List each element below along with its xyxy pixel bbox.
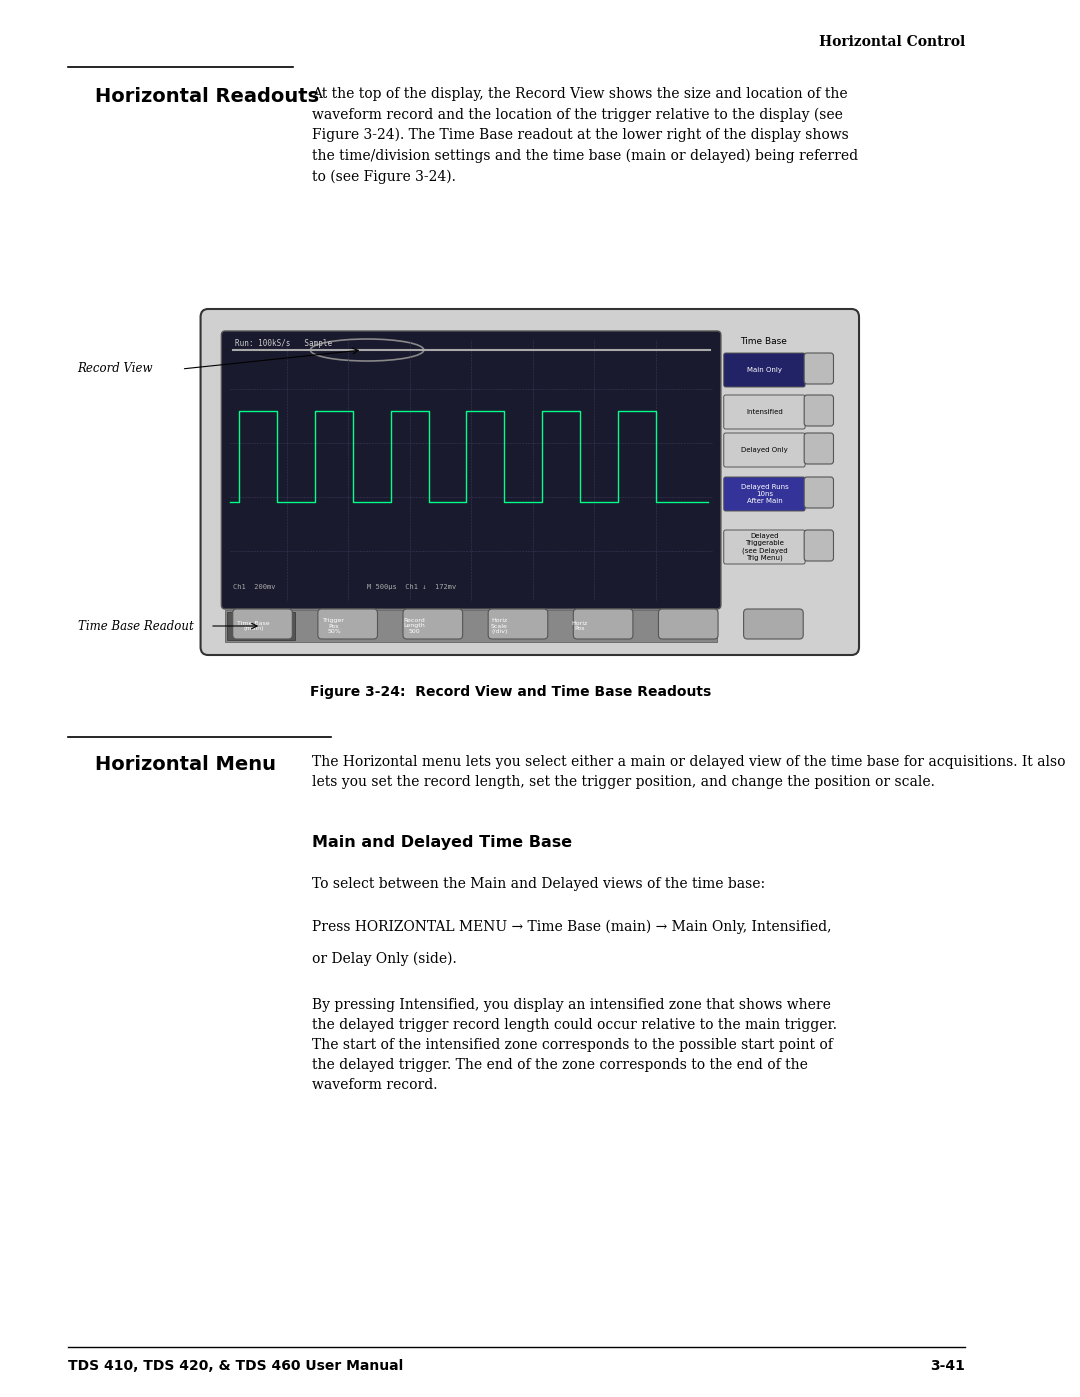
Bar [227, 612, 295, 640]
Text: At the top of the display, the Record View shows the size and location of the
wa: At the top of the display, the Record Vi… [312, 87, 859, 183]
FancyBboxPatch shape [724, 529, 805, 564]
Text: Horizontal Control: Horizontal Control [819, 35, 966, 49]
Text: Trigger
Pos
50%: Trigger Pos 50% [323, 617, 345, 634]
Text: Delayed Only: Delayed Only [741, 447, 787, 453]
FancyBboxPatch shape [201, 309, 859, 655]
FancyBboxPatch shape [805, 529, 834, 562]
Text: Horizontal Readouts: Horizontal Readouts [95, 87, 319, 106]
Text: The Horizontal menu lets you select either a main or delayed view of the time ba: The Horizontal menu lets you select eith… [312, 754, 1066, 789]
FancyBboxPatch shape [232, 609, 293, 638]
Text: Time Base Readout: Time Base Readout [78, 619, 193, 633]
FancyBboxPatch shape [724, 476, 805, 511]
Text: By pressing Intensified, you display an intensified zone that shows where
the de: By pressing Intensified, you display an … [312, 997, 837, 1092]
Text: 3-41: 3-41 [930, 1359, 966, 1373]
Text: Time Base: Time Base [740, 337, 787, 346]
Text: Main and Delayed Time Base: Main and Delayed Time Base [312, 835, 572, 849]
FancyBboxPatch shape [805, 353, 834, 384]
Text: Main Only: Main Only [747, 367, 782, 373]
Text: Run: 100kS/s   Sample: Run: 100kS/s Sample [234, 339, 332, 348]
Text: Ch1  200mv: Ch1 200mv [232, 584, 275, 590]
FancyBboxPatch shape [488, 609, 548, 638]
Text: Figure 3-24:  Record View and Time Base Readouts: Figure 3-24: Record View and Time Base R… [310, 685, 712, 698]
FancyBboxPatch shape [805, 395, 834, 426]
Text: Record
Length
500: Record Length 500 [404, 617, 426, 634]
Text: M 500μs  Ch1 ↓  172mv: M 500μs Ch1 ↓ 172mv [367, 584, 457, 590]
FancyBboxPatch shape [805, 433, 834, 464]
Text: or Delay Only (side).: or Delay Only (side). [312, 951, 457, 967]
Text: Delayed
Triggerable
(see Delayed
Trig Menu): Delayed Triggerable (see Delayed Trig Me… [742, 534, 787, 562]
FancyBboxPatch shape [318, 609, 378, 638]
FancyBboxPatch shape [744, 609, 804, 638]
FancyBboxPatch shape [805, 476, 834, 509]
Text: Press HORIZONTAL MENU → Time Base (main) → Main Only, Intensified,: Press HORIZONTAL MENU → Time Base (main)… [312, 921, 832, 935]
Text: TDS 410, TDS 420, & TDS 460 User Manual: TDS 410, TDS 420, & TDS 460 User Manual [68, 1359, 403, 1373]
Text: Time Base
(main): Time Base (main) [238, 620, 270, 631]
Text: Intensified: Intensified [746, 409, 783, 415]
FancyBboxPatch shape [221, 331, 721, 609]
FancyBboxPatch shape [724, 433, 805, 467]
Text: Horiz
Scale
(/div): Horiz Scale (/div) [491, 617, 508, 634]
FancyBboxPatch shape [403, 609, 462, 638]
FancyBboxPatch shape [573, 609, 633, 638]
Text: Horizontal Menu: Horizontal Menu [95, 754, 275, 774]
Bar [225, 610, 717, 643]
FancyBboxPatch shape [724, 353, 805, 387]
Text: Record View: Record View [78, 362, 153, 376]
Text: Delayed Runs
10ns
After Main: Delayed Runs 10ns After Main [741, 483, 788, 504]
Text: To select between the Main and Delayed views of the time base:: To select between the Main and Delayed v… [312, 877, 766, 891]
Text: Horiz
Pos: Horiz Pos [571, 620, 589, 631]
FancyBboxPatch shape [659, 609, 718, 638]
FancyBboxPatch shape [724, 395, 805, 429]
